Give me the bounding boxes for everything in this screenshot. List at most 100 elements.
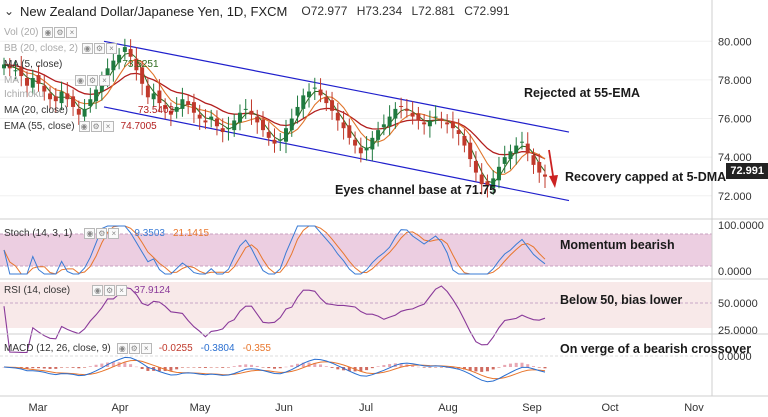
- price-tick-label: 74.000: [718, 152, 752, 164]
- macd-hist-bar: [388, 364, 392, 367]
- macd-hist-bar: [249, 364, 253, 367]
- macd-value: -0.3804: [200, 343, 235, 354]
- candlesticks: [2, 38, 547, 198]
- macd-hist-bar: [88, 366, 92, 367]
- price-axis[interactable]: 80.000 78.000 76.000 74.000 72.000: [718, 36, 752, 202]
- candle-body: [353, 139, 358, 146]
- ohlc-readout: O72.977 H73.234 L72.881 C72.991: [301, 4, 515, 18]
- price-pane: [0, 22, 712, 217]
- collapse-chevron-icon[interactable]: ⌄: [4, 4, 15, 18]
- candle-body: [370, 137, 375, 150]
- candle-body: [324, 97, 329, 104]
- candle-body: [519, 141, 524, 143]
- macd-hist-bar: [480, 367, 484, 372]
- macd-signal-line: [3, 359, 546, 380]
- macd-hist-bar: [157, 367, 161, 372]
- legend-stoch[interactable]: Stoch (14, 3, 1) ◉ ⚙ × 9.3503 21.1415: [4, 228, 210, 239]
- price-tick-label: 78.000: [718, 75, 752, 87]
- macd-hist-bar: [215, 367, 219, 368]
- macd-hist-bar: [462, 367, 466, 370]
- candle-body: [197, 114, 202, 119]
- candle-body: [502, 157, 507, 164]
- candle-body: [307, 91, 312, 98]
- candle-body: [410, 112, 415, 117]
- legend-macd[interactable]: MACD (12, 26, close, 9) ◉ ⚙ × -0.0255 -0.3804…: [4, 343, 271, 354]
- macd-hist-bar: [209, 367, 213, 368]
- price-tick-label: 72.000: [718, 191, 752, 203]
- candle-body: [186, 101, 191, 106]
- candle-body: [111, 60, 116, 71]
- price-tick-label: 80.000: [718, 36, 752, 48]
- macd-hist-bar: [71, 367, 75, 368]
- indicator-axes[interactable]: 100.0000 0.0000 50.0000 25.0000 0.0000: [718, 220, 764, 363]
- macd-hist-bar: [60, 367, 64, 368]
- time-tick-label: Jul: [359, 402, 373, 414]
- macd-hist-bar: [382, 365, 386, 367]
- candle-body: [214, 118, 219, 127]
- candle-body: [330, 100, 335, 111]
- macd-hist-bar: [198, 367, 202, 368]
- candle-body: [117, 54, 122, 63]
- legend-ichimoku[interactable]: Ichimoku: [4, 89, 45, 100]
- candle-body: [226, 128, 231, 130]
- candle-body: [88, 99, 93, 106]
- stoch-tick-0: 0.0000: [718, 266, 752, 278]
- macd-hist-bar: [537, 367, 541, 368]
- macd-hist-bar: [439, 367, 443, 368]
- ohlc-low: L72.881: [411, 4, 455, 18]
- macd-hist-bar: [123, 362, 127, 367]
- candle-body: [13, 70, 18, 72]
- macd-hist-bar: [347, 367, 351, 372]
- legend-rsi[interactable]: RSI (14, close) ◉ ⚙ × 37.9124: [4, 285, 171, 296]
- macd-hist-bar: [232, 366, 236, 367]
- candle-body: [381, 124, 386, 128]
- stoch-tick-100: 100.0000: [718, 220, 764, 232]
- candle-body: [496, 166, 501, 181]
- time-tick-label: May: [190, 402, 211, 414]
- macd-hist-bar: [468, 367, 472, 371]
- candle-body: [456, 130, 461, 134]
- macd-hist-bar: [491, 367, 495, 370]
- macd-hist-bar: [365, 367, 369, 371]
- macd-hist-bar: [180, 367, 184, 368]
- macd-hist-bar: [526, 364, 530, 367]
- macd-hist-bar: [134, 366, 138, 368]
- candle-body: [180, 99, 185, 109]
- macd-hist-bar: [503, 364, 507, 367]
- macd-hist-bar: [330, 367, 334, 368]
- candle-body: [422, 122, 427, 125]
- time-axis[interactable]: Mar Apr May Jun Jul Aug Sep Oct Nov: [29, 402, 705, 414]
- macd-hist-bar: [83, 367, 87, 368]
- macd-hist-bar: [100, 363, 104, 367]
- note-momentum: Momentum bearish: [560, 238, 675, 252]
- legend-ema55[interactable]: EMA (55, close) ◉ ⚙ × 74.7005: [4, 121, 157, 132]
- legend-bb[interactable]: BB (20, close, 2) ◉ ⚙ ×: [4, 43, 118, 54]
- ohlc-high: H73.234: [356, 4, 403, 18]
- macd-hist-bar: [508, 363, 512, 367]
- macd-hist-bar: [278, 367, 282, 369]
- candle-body: [30, 77, 35, 88]
- candle-body: [36, 75, 41, 84]
- candle-body: [473, 161, 478, 173]
- macd-hist-bar: [255, 365, 259, 367]
- candle-body: [312, 87, 317, 89]
- candle-body: [105, 68, 110, 78]
- candle-body: [128, 49, 133, 57]
- legend-ma5[interactable]: MA (5, close) 73.5251: [4, 59, 159, 70]
- stoch-lines: [3, 225, 546, 275]
- candle-body: [232, 120, 237, 131]
- macd-hist-bar: [226, 367, 230, 368]
- candle-body: [157, 90, 162, 104]
- current-price-tag: 72.991: [726, 163, 768, 179]
- candle-body: [543, 174, 547, 177]
- time-tick-label: Aug: [438, 402, 458, 414]
- macd-hist-bar: [422, 367, 426, 368]
- legend-vol[interactable]: Vol (20) ◉ ⚙ ×: [4, 27, 78, 38]
- channel-upper-line: [103, 40, 570, 133]
- legend-ma-hidden[interactable]: MA ◉ ⚙ ×: [4, 75, 111, 86]
- macd-hist-bar: [203, 367, 207, 368]
- note-rejected: Rejected at 55-EMA: [524, 86, 641, 100]
- legend-ma20[interactable]: MA (20, close) 73.5403: [4, 105, 175, 116]
- macd-hist-bar: [273, 367, 276, 369]
- candle-body: [203, 120, 208, 123]
